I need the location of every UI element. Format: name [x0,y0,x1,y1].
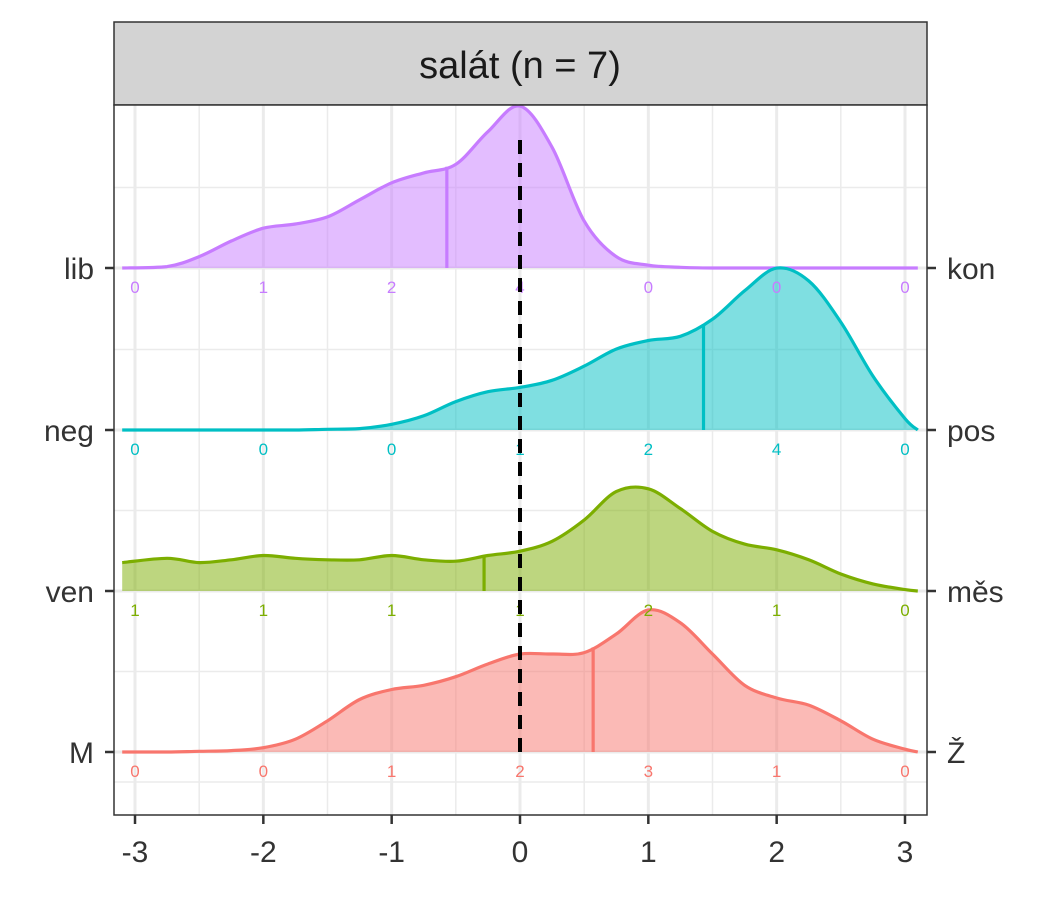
count-label: 1 [772,762,781,781]
y-label-right: pos [947,415,995,448]
ridge-line-lib [122,104,918,270]
y-label-right: Ž [947,737,965,770]
y-label-right: kon [947,253,995,286]
y-label-left: neg [44,415,94,448]
count-label: 1 [387,762,396,781]
count-label: 2 [644,440,653,459]
y-label-left: ven [46,576,94,609]
count-label: 0 [900,440,909,459]
ridge-area-neg [122,267,918,430]
ridge-area-ven [122,487,918,591]
count-label: 1 [130,601,139,620]
count-label: 0 [130,762,139,781]
count-label: 2 [387,278,396,297]
count-label: 0 [900,762,909,781]
x-tick-label: -1 [378,836,405,869]
ridge-line-ven [122,485,918,593]
y-label-right: měs [947,576,1004,609]
x-tick-label: 3 [897,836,914,869]
x-axis: -3 -2 -1 0 1 2 3 [122,815,914,869]
facet-strip-background [113,21,928,106]
count-label: 1 [772,601,781,620]
count-label: 0 [130,440,139,459]
count-label: 0 [259,440,268,459]
count-label: 1 [259,278,268,297]
count-label: 3 [644,762,653,781]
x-tick-label: 2 [768,836,785,869]
ridge-line-neg [122,266,919,432]
count-label: 0 [900,601,909,620]
count-label: 0 [772,278,781,297]
x-tick-label: 1 [640,836,657,869]
count-label: 1 [387,601,396,620]
x-tick-label: -2 [250,836,277,869]
facet-strip-title: salát (n = 7) [419,45,621,87]
count-label: 0 [644,278,653,297]
count-label: 1 [259,601,268,620]
count-label: 0 [900,278,909,297]
x-tick-label: 0 [512,836,529,869]
count-label: 2 [644,601,653,620]
ridge-line-M [122,608,919,754]
y-label-left: M [69,737,94,770]
count-label: 0 [130,278,139,297]
y-label-left: lib [64,253,94,286]
ridge-ven [122,485,918,593]
facet-strip: salát (n = 7) [113,21,928,106]
count-label: 2 [515,762,524,781]
ridge-neg [122,266,919,432]
x-tick-label: -3 [122,836,149,869]
count-label: 0 [387,440,396,459]
count-label: 4 [772,440,781,459]
count-label: 0 [259,762,268,781]
